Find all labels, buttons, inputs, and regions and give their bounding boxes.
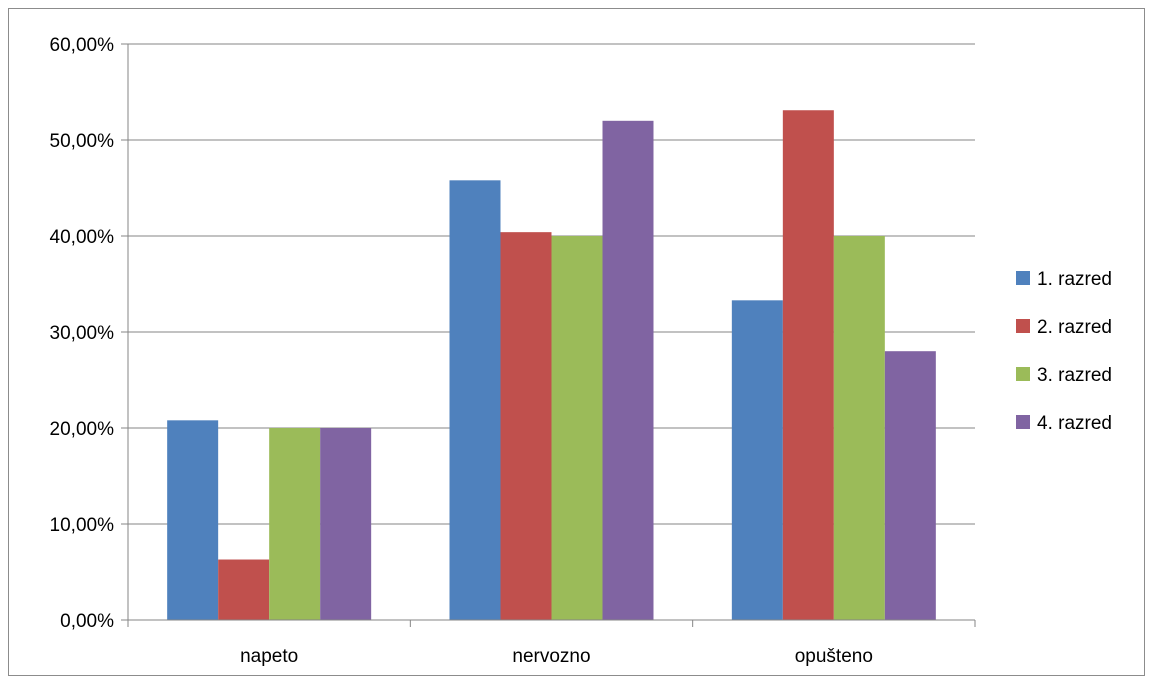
y-tick-label: 20,00% [50, 419, 115, 440]
legend-label: 2. razred [1037, 317, 1112, 338]
legend-swatch [1016, 367, 1030, 381]
legend-label: 1. razred [1037, 269, 1112, 290]
legend-swatch [1016, 319, 1030, 333]
bar-opušteno-series-2 [782, 110, 834, 621]
legend-label: 4. razred [1037, 413, 1112, 434]
y-tick-label: 50,00% [50, 131, 115, 152]
bar-napeto-series-2 [218, 559, 270, 620]
bar-opušteno-series-3 [833, 236, 885, 620]
x-tick-label: opušteno [795, 646, 873, 667]
bar-napeto-series-1 [167, 420, 219, 620]
y-tick-label: 10,00% [50, 515, 115, 536]
legend-swatch [1016, 415, 1030, 429]
bar-nervozno-series-2 [500, 232, 552, 620]
y-tick-label: 60,00% [50, 35, 115, 56]
y-tick-label: 40,00% [50, 227, 115, 248]
bar-napeto-series-4 [320, 428, 372, 620]
axes: 0,00% 10,00% 20,00% 30,00% 40,00% 50,00% 60,00… [50, 35, 976, 667]
bar-opušteno-series-1 [731, 300, 783, 620]
y-tick-label: 30,00% [50, 323, 115, 344]
legend-label: 3. razred [1037, 365, 1112, 386]
legend-swatch [1016, 271, 1030, 285]
bar-nervozno-series-3 [551, 236, 603, 620]
bar-nervozno-series-4 [602, 120, 654, 621]
x-tick-label: napeto [240, 646, 298, 667]
bar-napeto-series-3 [269, 428, 321, 620]
bars [167, 110, 936, 621]
x-tick-label: nervozno [512, 646, 590, 667]
y-tick-label: 0,00% [60, 611, 114, 632]
bar-nervozno-series-1 [449, 180, 501, 620]
bar-opušteno-series-4 [884, 351, 936, 620]
legend: 1. razred 2. razred 3. razred 4. razred [1016, 269, 1112, 434]
